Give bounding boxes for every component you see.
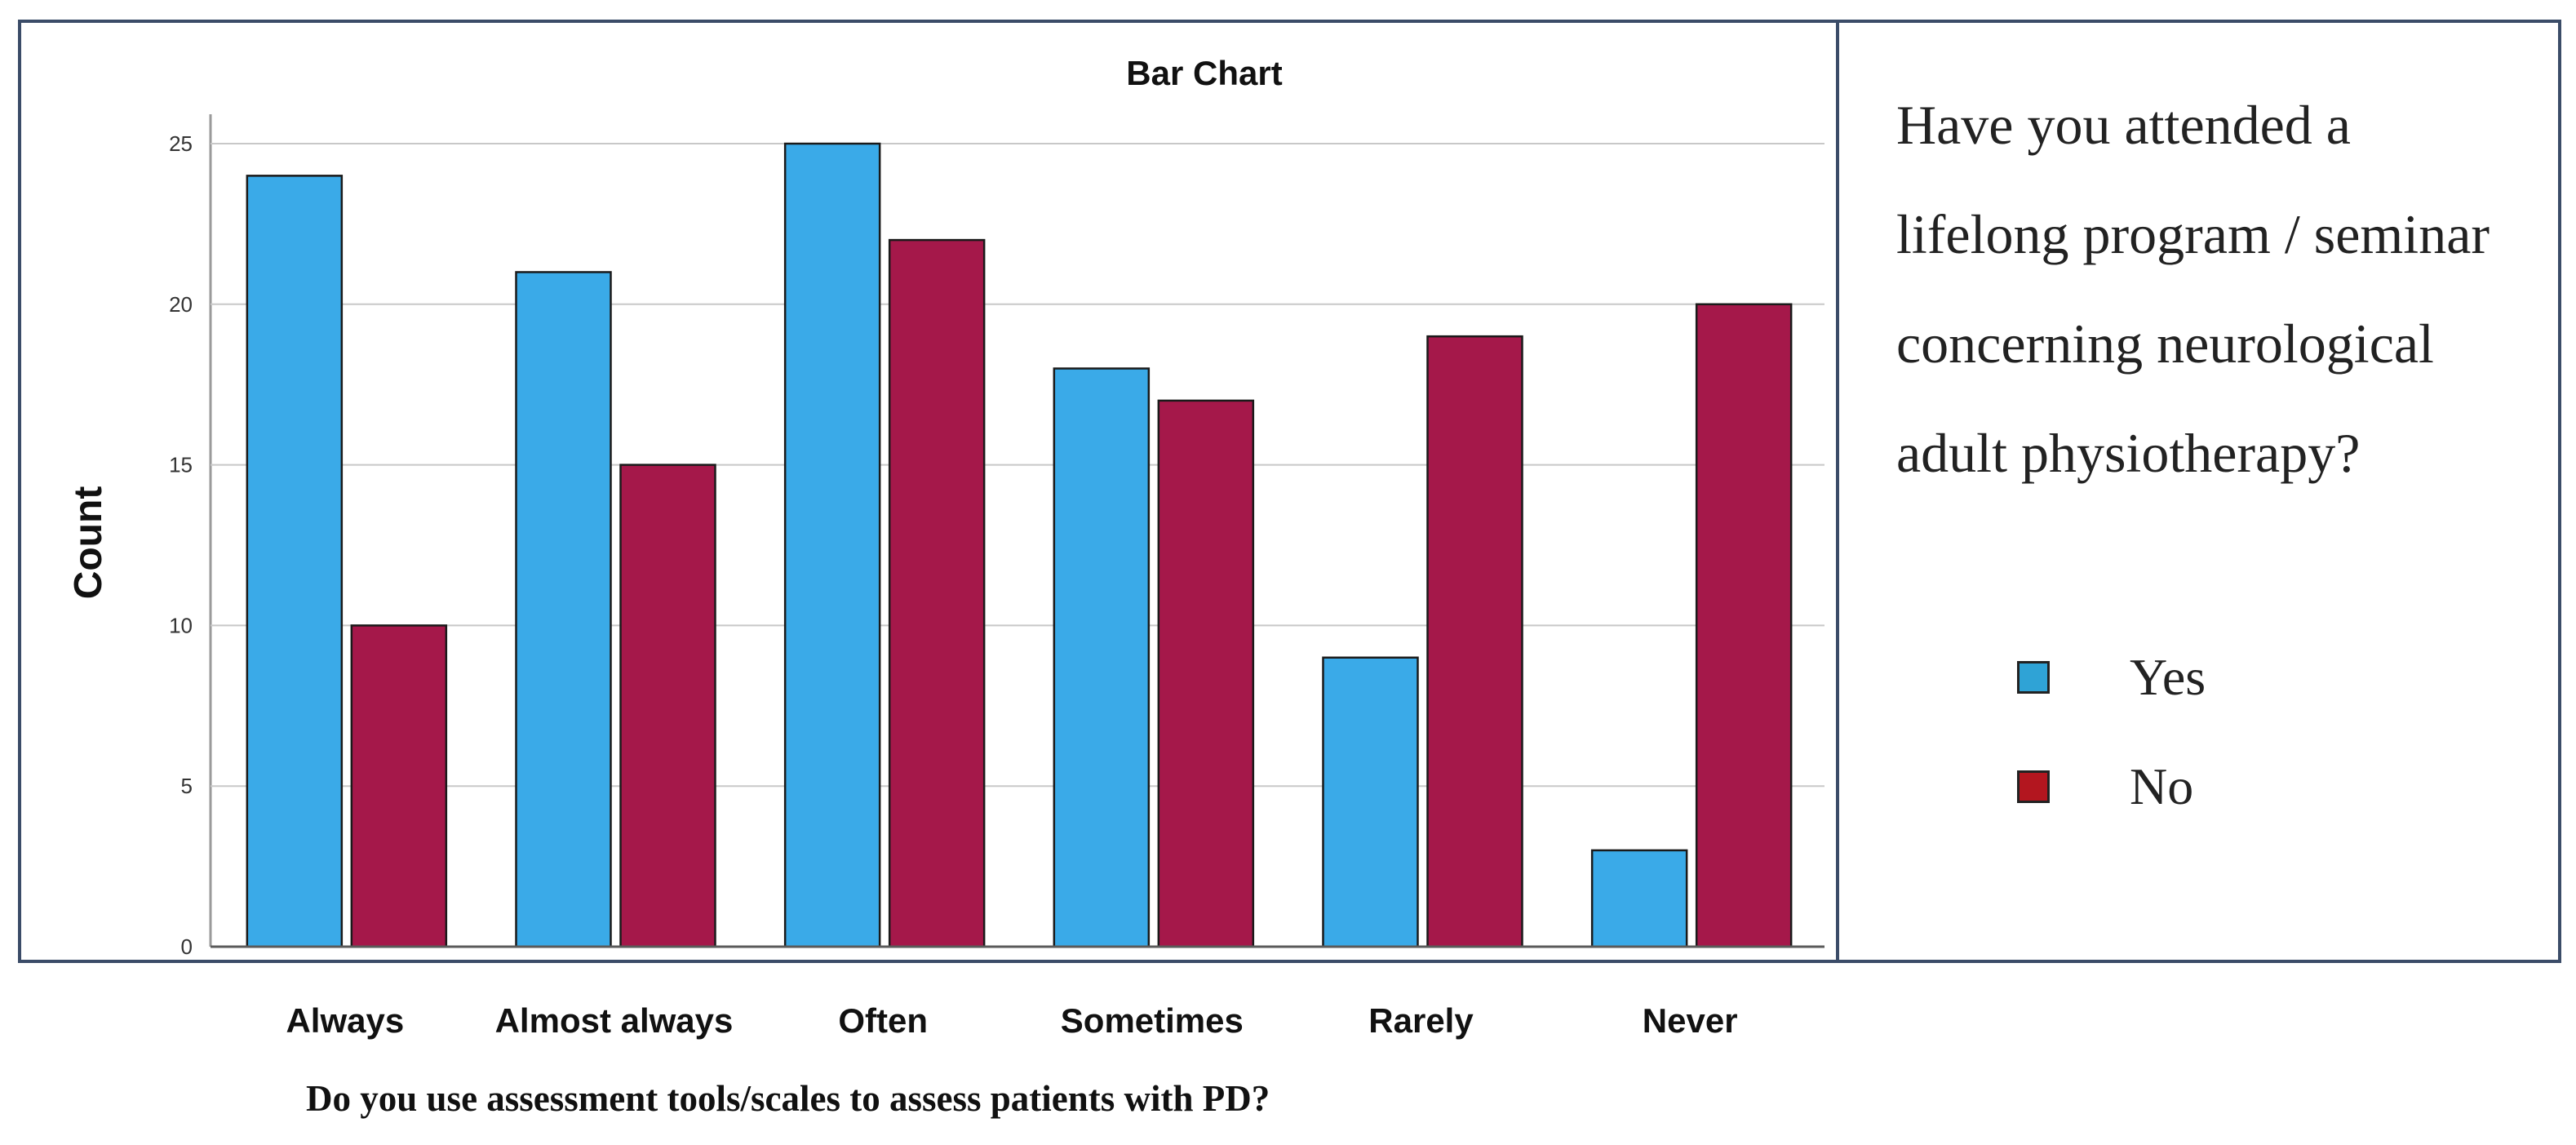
- bar-no-never: [1695, 303, 1793, 948]
- bar-yes-often: [783, 142, 881, 948]
- bar-no-often: [888, 238, 986, 948]
- y-tick-label: 25: [169, 131, 193, 156]
- y-tick-label: 0: [181, 934, 193, 959]
- bar-yes-never: [1590, 849, 1688, 948]
- x-tick-label: Rarely: [1368, 1001, 1474, 1040]
- x-tick-label: Always: [286, 1001, 404, 1040]
- plot-area: 0 5 10 15 20 25 Always Almost always Often Someti…: [169, 114, 1824, 1040]
- legend-swatch-no: [2017, 770, 2050, 803]
- bar-no-sometimes: [1157, 399, 1255, 948]
- y-axis-title: Count: [67, 486, 110, 600]
- legend-swatch-yes: [2017, 661, 2050, 694]
- bar-yes-rarely: [1322, 656, 1419, 948]
- x-tick-label: Sometimes: [1061, 1001, 1244, 1040]
- legend-item-yes: Yes: [2017, 645, 2206, 710]
- legend-panel: Have you attended a lifelong program / s…: [1839, 20, 2561, 963]
- y-tick-label: 10: [169, 613, 193, 637]
- bar-no-always: [350, 624, 448, 948]
- x-tick-label: Never: [1643, 1001, 1738, 1040]
- y-tick-label: 20: [169, 292, 193, 317]
- x-axis-title: Do you use assessment tools/scales to as…: [306, 1078, 1270, 1119]
- x-tick-label: Almost always: [495, 1001, 734, 1040]
- bar-no-rarely: [1426, 335, 1523, 948]
- legend-label-no: No: [2130, 757, 2194, 815]
- legend-item-no: No: [2017, 754, 2193, 819]
- bar-yes-sometimes: [1053, 367, 1151, 948]
- legend-title: Have you attended a lifelong program / s…: [1896, 94, 2490, 484]
- bar-yes-always: [246, 175, 344, 948]
- y-tick-label: 5: [181, 774, 193, 798]
- legend-label-yes: Yes: [2130, 648, 2206, 706]
- y-tick-label: 15: [169, 453, 193, 477]
- bar-no-almost-always: [619, 464, 716, 948]
- x-tick-label: Often: [838, 1001, 928, 1040]
- chart-title: Bar Chart: [1126, 54, 1282, 92]
- bar-yes-almost-always: [515, 271, 612, 948]
